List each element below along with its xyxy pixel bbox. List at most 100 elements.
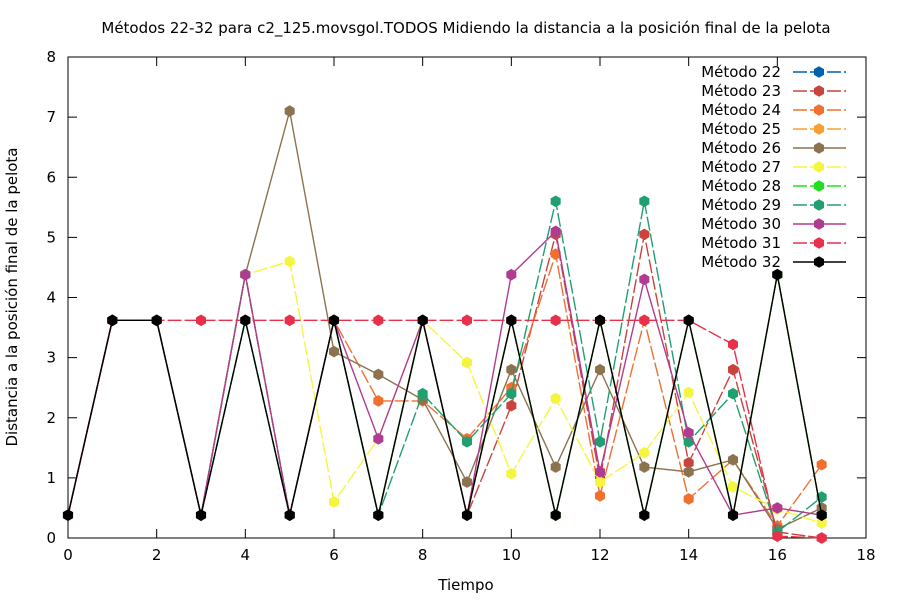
data-point — [284, 509, 295, 521]
data-point — [683, 457, 694, 469]
data-point — [772, 530, 783, 542]
data-point — [461, 314, 473, 327]
data-point — [594, 363, 606, 376]
data-point — [373, 432, 384, 445]
data-point — [550, 195, 561, 208]
x-tick-label: 8 — [418, 546, 428, 564]
data-point — [62, 509, 74, 521]
y-tick-label: 2 — [46, 409, 56, 427]
data-point — [772, 268, 783, 281]
data-point — [683, 466, 694, 478]
data-point — [195, 314, 207, 327]
legend-item: Método 29 — [701, 196, 846, 214]
legend-item: Método 22 — [701, 63, 846, 81]
data-point — [373, 314, 384, 327]
series-line — [67, 229, 822, 516]
x-tick-label: 0 — [63, 546, 73, 564]
data-point — [550, 314, 561, 327]
x-tick-label: 6 — [329, 546, 339, 564]
series-25 — [62, 268, 827, 521]
data-point — [727, 338, 739, 351]
data-point — [373, 509, 384, 521]
legend-label: Método 29 — [701, 196, 781, 214]
data-point — [284, 314, 295, 327]
series-line — [67, 253, 823, 528]
data-point — [506, 314, 517, 327]
data-point — [550, 392, 561, 405]
series-32 — [62, 268, 827, 521]
x-axis-label: Tiempo — [437, 576, 493, 594]
legend-label: Método 30 — [701, 215, 781, 233]
series-22 — [62, 268, 827, 521]
series-line — [67, 319, 822, 539]
series-line — [67, 274, 823, 516]
legend-item: Método 32 — [701, 253, 846, 271]
data-point — [727, 481, 739, 493]
data-point — [151, 314, 162, 327]
legend-swatch-marker — [813, 161, 825, 173]
data-point — [594, 314, 606, 327]
series-line — [67, 234, 822, 539]
data-point — [284, 105, 295, 117]
data-point — [639, 228, 650, 241]
y-tick-label: 5 — [46, 228, 56, 246]
data-point — [727, 363, 739, 376]
data-point — [506, 268, 517, 281]
data-point — [594, 436, 606, 448]
data-point — [240, 268, 251, 281]
data-point — [240, 314, 251, 327]
data-point — [639, 195, 650, 208]
data-point — [328, 496, 340, 508]
data-point — [328, 314, 340, 327]
data-point — [506, 399, 517, 412]
legend-label: Método 31 — [701, 234, 781, 252]
data-point — [594, 466, 606, 478]
data-point — [594, 476, 606, 488]
data-point — [816, 509, 827, 521]
data-point — [639, 461, 650, 473]
legend-swatch-marker — [813, 256, 825, 268]
legend-label: Método 25 — [701, 120, 781, 138]
legend-swatch-marker — [813, 85, 825, 97]
y-tick-label: 0 — [46, 529, 56, 547]
data-point — [727, 387, 739, 400]
legend-item: Método 26 — [701, 139, 846, 157]
data-point — [816, 517, 827, 529]
data-point — [639, 273, 650, 286]
data-point — [639, 314, 650, 327]
data-point — [107, 314, 118, 327]
data-point — [506, 467, 517, 480]
data-point — [506, 363, 517, 376]
data-point — [772, 502, 783, 514]
legend-swatch-marker — [813, 123, 825, 135]
legend-swatch-marker — [813, 218, 825, 230]
series-line — [67, 274, 823, 516]
x-tick-label: 10 — [502, 546, 521, 564]
legend-item: Método 28 — [701, 177, 846, 195]
x-tick-label: 18 — [856, 546, 875, 564]
legend-item: Método 25 — [701, 120, 846, 138]
data-point — [683, 386, 694, 399]
data-point — [328, 345, 340, 358]
series-28 — [62, 268, 827, 521]
series-line — [67, 260, 822, 524]
legend-swatch-marker — [813, 199, 825, 211]
legend-swatch-marker — [813, 142, 825, 154]
legend-swatch-marker — [813, 237, 825, 249]
legend-label: Método 22 — [701, 63, 781, 81]
data-point — [506, 387, 517, 400]
legend-swatch-marker — [813, 180, 825, 192]
x-tick-label: 12 — [590, 546, 609, 564]
data-point — [461, 356, 473, 369]
series-23 — [62, 228, 827, 544]
x-tick-label: 4 — [241, 546, 251, 564]
legend-item: Método 24 — [701, 101, 846, 119]
legend-label: Método 28 — [701, 177, 781, 195]
legend-swatch-marker — [813, 104, 825, 116]
series-group — [62, 105, 827, 544]
legend-item: Método 27 — [701, 158, 846, 176]
